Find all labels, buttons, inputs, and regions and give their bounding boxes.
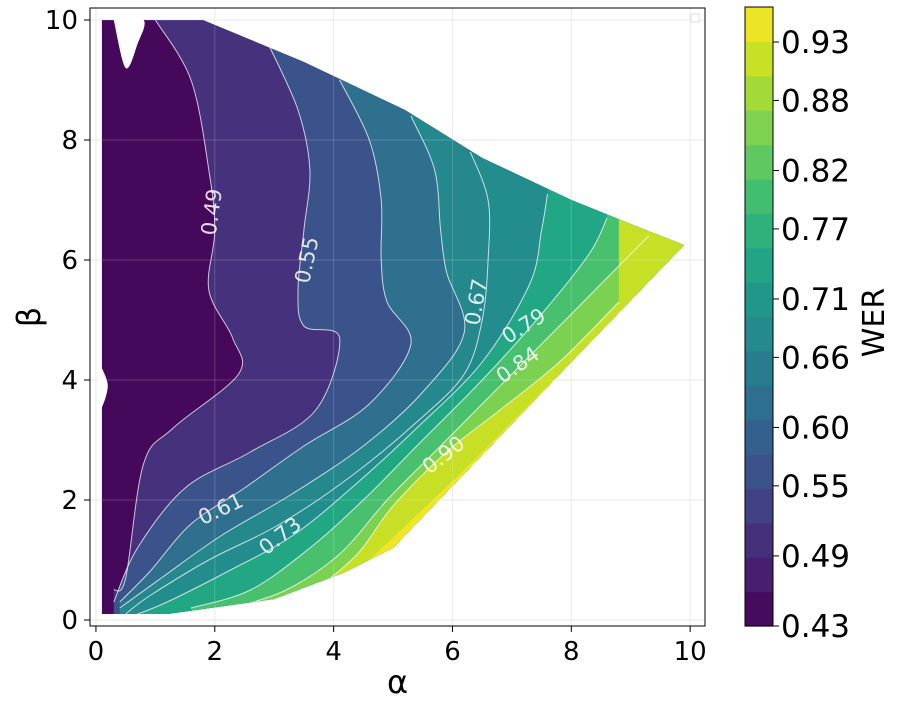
colorbar-swatch-7	[745, 350, 773, 386]
y-tick-label-0: 0	[61, 606, 78, 636]
colorbar-swatch-5	[745, 419, 773, 455]
colorbar-label: WER	[857, 288, 892, 357]
colorbar-swatches	[745, 7, 773, 627]
colorbar-swatch-8	[745, 316, 773, 352]
colorbar-swatch-15	[745, 75, 773, 111]
grid-overlay	[90, 8, 705, 626]
colorbar-tick-label-0.43: 0.43	[781, 609, 850, 645]
x-tick-label-2: 2	[207, 637, 224, 667]
colorbar-frame	[744, 6, 774, 627]
y-tick-label-8: 8	[61, 126, 78, 156]
colorbar-swatch-2	[745, 522, 773, 558]
colorbar-swatch-4	[745, 454, 773, 490]
contour-lines	[113, 20, 649, 614]
colorbar-swatch-13	[745, 144, 773, 180]
data-holes	[98, 18, 145, 411]
colorbar-tick-label-0.60: 0.60	[781, 410, 850, 446]
contour-line-0.84	[232, 235, 649, 609]
contour-line-0.55	[113, 43, 341, 603]
colorbar-swatch-6	[745, 385, 773, 421]
contour-line-0.9	[315, 301, 620, 591]
y-tick-label-6: 6	[61, 246, 78, 276]
contour-line-0.61	[119, 79, 412, 603]
colorbar-tick-label-0.49: 0.49	[781, 539, 850, 575]
colorbar: 0.43 0.49 0.55 0.60 0.66 0.71 0.77 0.82 0.88 0.93…	[744, 6, 892, 645]
colorbar-tick-label-0.71: 0.71	[781, 282, 850, 318]
plot-area: 0.490.550.610.670.730.790.840.90	[89, 7, 706, 627]
colorbar-tick-label-0.93: 0.93	[781, 25, 850, 61]
colorbar-tick-label-0.88: 0.88	[781, 83, 850, 119]
colorbar-swatch-9	[745, 282, 773, 318]
hole-top-left	[113, 18, 145, 69]
y-axis-ticks: 0 2 4 6 8 10	[45, 6, 90, 636]
plot-frame	[89, 7, 706, 627]
colorbar-tick-label-0.77: 0.77	[781, 212, 850, 248]
colorbar-swatch-14	[745, 110, 773, 146]
colorbar-swatch-0	[745, 591, 773, 627]
x-tick-label-6: 6	[444, 637, 461, 667]
x-axis-ticks: 0 2 4 6 8 10	[88, 626, 707, 667]
colorbar-swatch-10	[745, 247, 773, 283]
y-tick-label-10: 10	[45, 6, 78, 36]
colorbar-swatch-1	[745, 557, 773, 593]
y-tick-label-4: 4	[61, 366, 78, 396]
x-tick-label-10: 10	[674, 637, 707, 667]
y-axis-label: β	[10, 307, 48, 327]
colorbar-swatch-16	[745, 41, 773, 77]
colorbar-tick-label-0.55: 0.55	[781, 469, 850, 505]
x-tick-label-0: 0	[88, 637, 105, 667]
colorbar-tick-label-0.66: 0.66	[781, 340, 850, 376]
contour-line-0.67	[125, 151, 491, 614]
contour-line-0.49	[113, 20, 244, 592]
x-tick-label-4: 4	[325, 637, 342, 667]
colorbar-tick-label-0.82: 0.82	[781, 154, 850, 190]
contour-line-0.66	[119, 115, 466, 609]
colorbar-ticks: 0.43 0.49 0.55 0.60 0.66 0.71 0.77 0.82 0.88 0.93	[773, 25, 850, 645]
colorbar-swatch-17	[745, 7, 773, 42]
y-tick-label-2: 2	[61, 486, 78, 516]
x-axis-label: α	[387, 663, 408, 701]
hole-left	[98, 362, 108, 411]
colorbar-swatch-12	[745, 178, 773, 214]
legend-box	[690, 13, 700, 23]
x-tick-label-8: 8	[563, 637, 580, 667]
contour-line-0.73	[137, 193, 548, 614]
contour-line-0.79	[190, 217, 608, 609]
colorbar-swatch-3	[745, 488, 773, 524]
colorbar-swatch-11	[745, 213, 773, 249]
